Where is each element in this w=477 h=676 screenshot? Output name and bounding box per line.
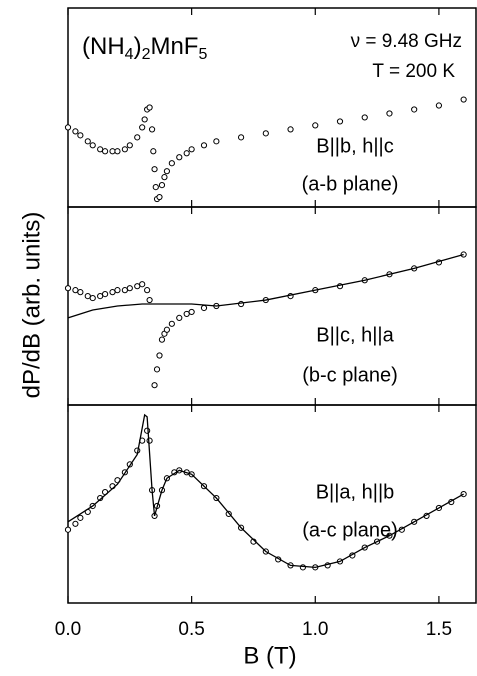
data-point [156, 193, 163, 201]
data-point [72, 520, 79, 527]
data-point [183, 150, 190, 157]
data-point [168, 160, 175, 167]
data-point [299, 564, 307, 571]
panel-frame [67, 404, 477, 604]
data-point [101, 148, 109, 155]
data-point [77, 289, 84, 296]
data-point [148, 126, 156, 133]
data-point [336, 118, 344, 125]
formula-part: MnF [150, 33, 198, 60]
data-point [77, 514, 84, 521]
annotation: ν = 9.48 GHz [351, 31, 462, 52]
data-point [64, 526, 72, 533]
formula-part: ) [134, 33, 142, 60]
data-point [168, 320, 175, 327]
data-point [200, 142, 208, 149]
data-point [411, 106, 418, 113]
data-point [435, 102, 443, 109]
data-point [188, 308, 195, 316]
data-point [150, 148, 157, 155]
data-point [72, 287, 79, 294]
data-point [114, 148, 121, 155]
formula-part: 5 [198, 46, 207, 63]
data-point [77, 132, 84, 139]
data-point [146, 104, 153, 111]
data-point [64, 124, 72, 131]
data-point [151, 166, 158, 173]
data-point [161, 174, 168, 181]
annotation: B||c, h||a [316, 324, 394, 346]
data-point [188, 146, 195, 153]
data-point [237, 134, 245, 141]
data-point [126, 285, 133, 292]
data-point [89, 142, 96, 149]
annotation: B||b, h||c [316, 135, 393, 157]
formula: (NH4)2MnF5 [82, 33, 207, 63]
data-point [163, 168, 171, 175]
data-point [134, 283, 141, 290]
data-point [139, 124, 146, 131]
formula-part: 2 [142, 46, 151, 63]
data-point [262, 130, 269, 137]
x-axis-label: B (T) [243, 642, 296, 669]
annotation: (a-c plane) [302, 519, 398, 541]
data-point [121, 146, 128, 153]
data-point [97, 293, 104, 300]
data-point [158, 336, 166, 343]
data-point [109, 289, 116, 296]
data-point [153, 366, 161, 373]
annotation: T = 200 K [372, 61, 455, 82]
panel-frame [67, 206, 477, 406]
data-point [158, 182, 166, 189]
data-point [84, 138, 91, 145]
data-point [146, 437, 153, 444]
x-tick-label: 0.0 [55, 619, 81, 640]
data-point [134, 134, 141, 141]
data-point [183, 310, 190, 318]
data-point [126, 142, 133, 149]
data-point [101, 291, 109, 298]
annotation: B||a, h||b [316, 481, 395, 503]
data-point [109, 148, 116, 155]
data-point [114, 287, 121, 294]
x-tick-label: 0.5 [178, 619, 204, 640]
data-point [89, 294, 96, 302]
data-point [156, 352, 163, 359]
data-point [151, 382, 158, 389]
x-tick-label: 1.5 [426, 619, 452, 640]
data-point [64, 285, 72, 292]
y-axis-label: dP/dB (arb. units) [18, 212, 45, 399]
x-tick-label: 1.0 [302, 619, 328, 640]
formula-part: 4 [125, 46, 134, 63]
annotation: (a-b plane) [302, 173, 399, 195]
data-point [200, 304, 208, 312]
data-point [460, 96, 467, 103]
data-point [72, 128, 79, 135]
data-point [141, 116, 148, 123]
data-point [146, 296, 153, 304]
data-point [386, 110, 393, 117]
fit-line [67, 253, 464, 319]
data-point [144, 427, 151, 434]
data-point [287, 126, 294, 133]
data-point [97, 494, 104, 502]
data-point [97, 146, 104, 153]
data-point [176, 314, 183, 321]
data-point [312, 122, 319, 129]
annotation: (b-c plane) [302, 364, 398, 386]
data-point [144, 287, 151, 294]
data-point [361, 114, 368, 121]
data-point [213, 138, 220, 145]
data-point [152, 184, 159, 191]
fit-line [67, 413, 464, 569]
data-point [84, 293, 91, 300]
data-point [121, 287, 128, 294]
data-point [163, 326, 171, 333]
data-point [139, 281, 146, 288]
data-point [176, 154, 183, 161]
formula-part: (NH [82, 33, 125, 60]
